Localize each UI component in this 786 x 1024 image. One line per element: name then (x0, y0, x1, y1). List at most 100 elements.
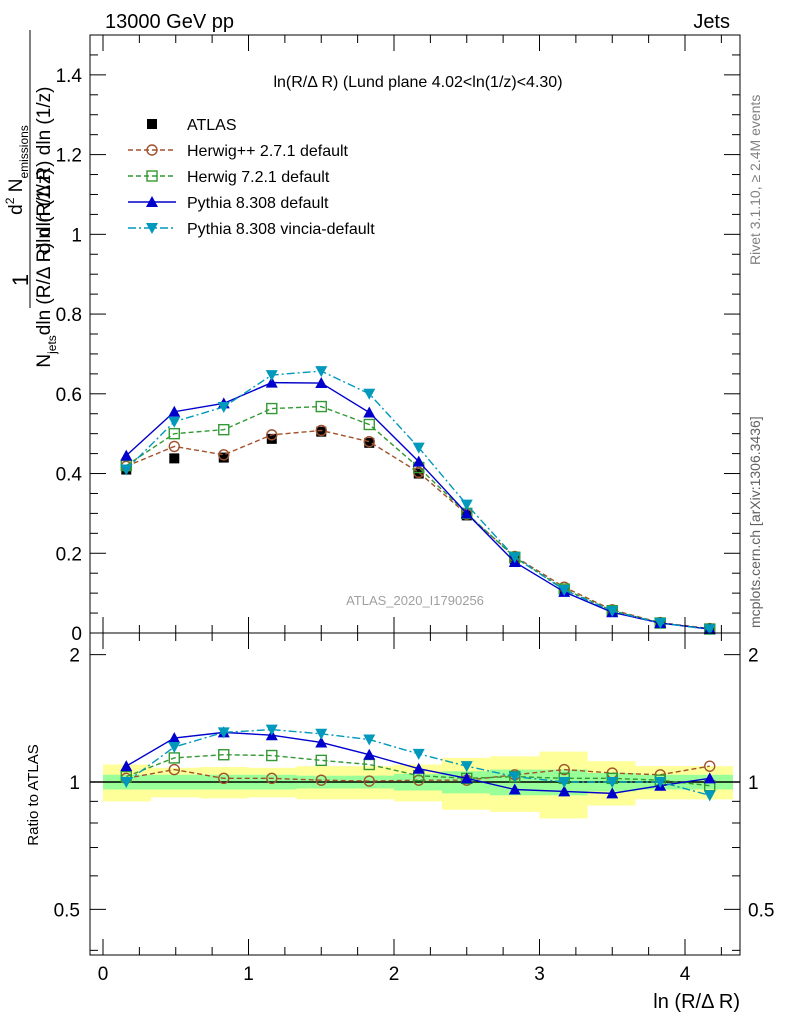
ratio-point (654, 776, 667, 788)
data-point (168, 427, 180, 440)
ratio-point (266, 749, 278, 762)
legend-marker (146, 144, 158, 156)
legend-entry: Herwig++ 2.7.1 default (128, 143, 349, 160)
ratio-point (363, 748, 376, 760)
legend-marker (146, 170, 158, 182)
data-point (460, 507, 473, 519)
ratio-point (703, 790, 716, 802)
ratio-point (558, 785, 571, 797)
header-energy: 13000 GeV pp (105, 11, 234, 33)
main-plot-content (120, 366, 716, 636)
data-point (364, 437, 375, 448)
ratio-point (315, 754, 327, 767)
y-tick-label: 0.2 (56, 544, 82, 565)
y-tick-label: 1.4 (56, 66, 83, 87)
data-point (460, 499, 473, 511)
data-point (266, 402, 278, 415)
data-point (703, 624, 716, 636)
ratio-point (508, 771, 521, 783)
data-point (120, 449, 133, 461)
legend-label: Herwig++ 2.7.1 default (187, 143, 349, 160)
y-tick-label: 0.8 (56, 305, 82, 326)
ratio-point (217, 727, 230, 739)
data-point (412, 442, 425, 454)
svg-text:dln (R/Δ R) dln (1/z): dln (R/Δ R) dln (1/z) (34, 87, 55, 254)
analysis-id-label: ATLAS_2020_I1790256 (346, 593, 484, 608)
rivet-version-label: Rivet 3.1.10, ≥ 2.4M events (747, 95, 763, 265)
data-point (315, 424, 327, 437)
ratio-point (265, 724, 278, 736)
y-tick-label: 0 (71, 624, 82, 645)
ratio-point (168, 732, 181, 744)
ratio-point (412, 762, 425, 774)
ratio-y-tick-label-right: 2 (748, 646, 759, 667)
ratio-point (704, 760, 716, 772)
y-tick-label: 0.6 (56, 385, 82, 406)
ratio-point (363, 734, 376, 746)
legend-label: Herwig 7.2.1 default (187, 169, 330, 186)
legend-entry: Herwig 7.2.1 default (128, 169, 330, 186)
legend-label: Pythia 8.308 vincia-default (187, 221, 375, 238)
chart-title: ln(R/Δ R) (Lund plane 4.02<ln(1/z)<4.30) (273, 74, 562, 91)
ratio-point (460, 761, 473, 773)
data-point (168, 405, 181, 417)
ratio-point (315, 774, 327, 786)
main-panel: 0 0.2 0.4 0.6 0.8 1 1.2 1.4 ATLAS_2020_I1790256… (3, 30, 741, 645)
x-axis-label: ln (R/Δ R) (653, 991, 740, 1013)
ratio-y-tick-label-right: 1 (748, 773, 759, 794)
svg-text:d2 Nemissions: d2 Nemissions (3, 125, 31, 215)
x-tick-label: 2 (389, 964, 400, 985)
data-point (413, 468, 424, 479)
ratio-point (606, 787, 619, 799)
data-point (266, 433, 277, 444)
x-tick-label: 4 (680, 964, 691, 985)
main-y-axis-label: 1 d2 Nemissions dln (R/Δ R) dln (1/z) Nj… (3, 30, 59, 368)
legend-marker (147, 119, 157, 129)
data-point (168, 416, 181, 428)
data-point (217, 401, 230, 413)
ratio-y-tick-label-right: 0.5 (748, 900, 774, 921)
data-point (316, 426, 327, 437)
data-point (558, 584, 571, 596)
data-point (412, 455, 425, 467)
x-tick-label: 3 (534, 964, 545, 985)
legend-entry: Pythia 8.308 default (128, 195, 329, 212)
legend-label: Pythia 8.308 default (187, 195, 329, 212)
ratio-point (558, 763, 570, 776)
ratio-point (168, 741, 181, 753)
data-point (315, 400, 327, 413)
ratio-axes: 0.5 0.5 1 1 2 2 0 1 2 3 4 (54, 633, 774, 985)
ratio-point (460, 772, 473, 784)
ratio-y-axis-label: Ratio to ATLAS (25, 744, 42, 845)
ratio-series-3 (120, 724, 716, 802)
data-point (265, 370, 278, 382)
ratio-point (218, 749, 230, 761)
data-point (120, 464, 133, 476)
ratio-y-tick-label: 2 (69, 646, 80, 667)
legend-marker (146, 196, 158, 207)
ratio-point (315, 728, 328, 740)
data-point (315, 366, 328, 378)
series-4 (120, 366, 716, 636)
data-point (218, 452, 229, 463)
legend-label: ATLAS (187, 117, 237, 134)
ratio-point (363, 775, 375, 787)
ratio-point (558, 776, 571, 788)
ratio-y-tick-label: 1 (69, 773, 80, 794)
ratio-point (606, 776, 619, 788)
ratio-point (266, 772, 278, 785)
x-tick-label: 0 (98, 964, 109, 985)
data-point (606, 606, 619, 618)
ratio-point (508, 783, 521, 795)
data-point (169, 453, 180, 464)
ratio-y-tick-label: 0.5 (54, 900, 80, 921)
data-point (168, 440, 180, 453)
ratio-frame (89, 632, 741, 956)
y-tick-label: 1.2 (56, 146, 82, 167)
series-line (125, 370, 710, 631)
svg-text:1: 1 (8, 274, 33, 286)
y-tick-label: 1 (71, 225, 82, 246)
legend-marker (146, 223, 158, 234)
ratio-point (412, 748, 425, 760)
